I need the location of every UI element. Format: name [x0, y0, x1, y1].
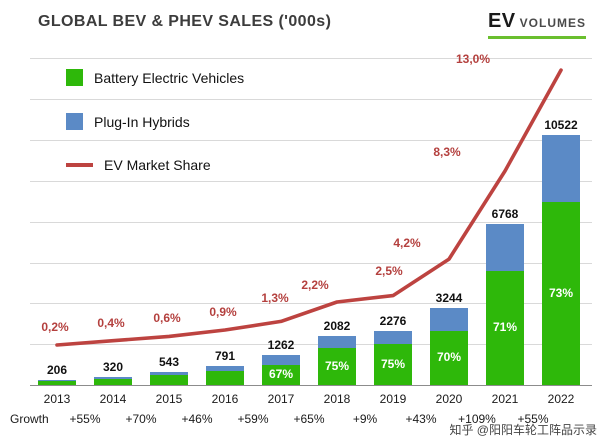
ev-volumes-logo: EV VOLUMES [487, 10, 586, 39]
bar-segment-phev [486, 224, 524, 271]
legend-label-phev: Plug-In Hybrids [94, 113, 190, 130]
chart-title: GLOBAL BEV & PHEV SALES ('000s) [38, 13, 332, 30]
bar-segment-bev [206, 371, 244, 385]
x-axis-year-label: 2015 [155, 392, 183, 406]
x-axis-year-label: 2022 [547, 392, 575, 406]
watermark: 知乎 @阳阳车轮工阵品示录 [449, 423, 597, 437]
x-axis-year-label: 2014 [99, 392, 127, 406]
bar-total-label: 791 [214, 349, 236, 363]
market-share-label: 4,2% [393, 236, 421, 251]
growth-value-label: +65% [293, 412, 325, 426]
chart-legend: Battery Electric Vehicles Plug-In Hybrid… [66, 68, 249, 199]
share-line-swatch [66, 163, 93, 167]
bar-total-label: 543 [158, 355, 180, 369]
x-axis-year-label: 2020 [435, 392, 463, 406]
market-share-label: 0,2% [41, 320, 69, 334]
market-share-label: 0,6% [153, 311, 181, 326]
bar-total-label: 206 [46, 363, 68, 377]
bar-segment-bev [318, 348, 356, 385]
bar-total-label: 3244 [435, 291, 463, 305]
x-axis-year-label: 2016 [211, 392, 239, 406]
growth-value-label: +43% [405, 412, 437, 426]
bar-segment-bev [38, 381, 76, 385]
x-axis-year-label: 2021 [491, 392, 519, 406]
gridline [30, 58, 592, 59]
bev-percent-label: 67% [268, 367, 294, 381]
stacked-bar [542, 135, 580, 385]
x-axis-year-label: 2018 [323, 392, 351, 406]
bar-segment-bev [150, 375, 188, 385]
bar-segment-bev [374, 344, 412, 385]
market-share-label: 2,2% [301, 278, 329, 293]
x-axis-year-label: 2013 [43, 392, 71, 406]
bar-total-label: 10522 [544, 118, 578, 132]
growth-value-label: +109% [458, 412, 496, 426]
stacked-bar [430, 308, 468, 385]
growth-value-label: +55% [69, 412, 101, 426]
legend-label-bev: Battery Electric Vehicles [94, 69, 245, 86]
stacked-bar [486, 224, 524, 385]
market-share-label: 2,5% [375, 263, 403, 278]
bar-segment-bev [262, 365, 300, 385]
bev-percent-label: 70% [436, 350, 462, 364]
legend-label-share: EV Market Share [104, 157, 211, 173]
stacked-bar [150, 372, 188, 385]
x-axis-line [30, 385, 592, 387]
bar-segment-phev [206, 366, 244, 371]
growth-value-label: +9% [352, 412, 378, 426]
x-axis-year-label: 2019 [379, 392, 407, 406]
stacked-bar [94, 377, 132, 385]
bar-segment-phev [374, 331, 412, 344]
bar-segment-phev [318, 336, 356, 348]
growth-value-label: +70% [125, 412, 157, 426]
bev-percent-label: 73% [548, 285, 574, 300]
bar-total-label: 2276 [379, 314, 407, 328]
growth-value-label: +55% [517, 412, 549, 426]
bar-segment-phev [542, 135, 580, 202]
phev-color-swatch [66, 113, 83, 130]
legend-item-bev: Battery Electric Vehicles [66, 68, 249, 87]
legend-item-share: EV Market Share [66, 156, 215, 174]
market-share-label: 0,4% [97, 315, 125, 330]
market-share-label: 1,3% [261, 291, 289, 306]
stacked-bar [206, 366, 244, 385]
market-share-label: 13,0% [455, 52, 491, 67]
bar-segment-phev [430, 308, 468, 331]
bar-segment-phev [94, 377, 132, 379]
growth-value-label: +46% [181, 412, 213, 426]
market-share-label: 0,9% [209, 304, 237, 319]
growth-value-label: +59% [237, 412, 269, 426]
logo-ev-text: EV [487, 10, 516, 32]
bar-total-label: 6768 [491, 207, 519, 221]
stacked-bar [262, 355, 300, 385]
bar-segment-phev [150, 372, 188, 375]
bar-segment-phev [38, 380, 76, 381]
x-axis-year-label: 2017 [267, 392, 295, 406]
bar-total-label: 1262 [267, 338, 295, 352]
bar-total-label: 320 [102, 360, 124, 374]
bar-segment-bev [94, 379, 132, 385]
growth-axis-title: Growth [10, 412, 49, 426]
bar-segment-phev [262, 355, 300, 365]
gridline [30, 221, 592, 223]
stacked-bar [38, 380, 76, 385]
logo-volumes-text: VOLUMES [519, 16, 586, 30]
bev-percent-label: 71% [492, 320, 518, 334]
market-share-label: 8,3% [433, 145, 461, 160]
bev-percent-label: 75% [380, 356, 406, 371]
bev-color-swatch [66, 69, 83, 86]
bev-percent-label: 75% [324, 358, 350, 373]
legend-item-phev: Plug-In Hybrids [66, 112, 194, 131]
